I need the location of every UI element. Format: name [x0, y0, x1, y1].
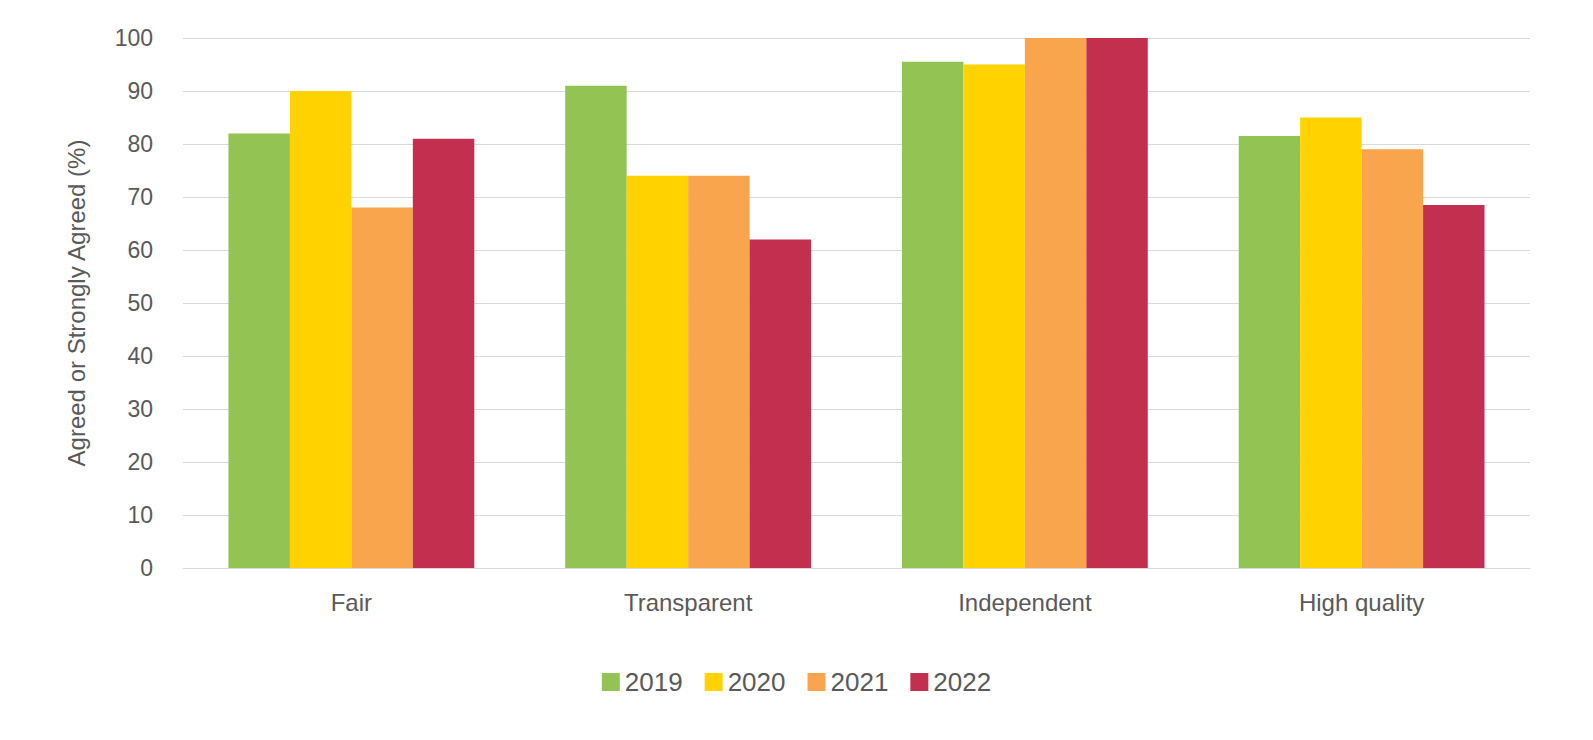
svg-text:Transparent: Transparent	[624, 589, 753, 616]
svg-text:50: 50	[127, 290, 153, 316]
svg-text:80: 80	[127, 131, 153, 157]
svg-text:2020: 2020	[728, 667, 786, 697]
svg-text:60: 60	[127, 237, 153, 263]
svg-text:High quality: High quality	[1299, 589, 1424, 616]
svg-text:30: 30	[127, 396, 153, 422]
svg-text:Independent: Independent	[958, 589, 1092, 616]
svg-text:10: 10	[127, 502, 153, 528]
svg-text:Fair: Fair	[331, 589, 372, 616]
svg-text:2019: 2019	[625, 667, 683, 697]
svg-text:2022: 2022	[933, 667, 991, 697]
svg-text:2021: 2021	[831, 667, 889, 697]
svg-text:40: 40	[127, 343, 153, 369]
svg-text:Agreed or Strongly Agreed (%): Agreed or Strongly Agreed (%)	[63, 140, 90, 467]
svg-text:20: 20	[127, 449, 153, 475]
svg-text:100: 100	[115, 25, 153, 51]
svg-text:70: 70	[127, 184, 153, 210]
svg-text:90: 90	[127, 78, 153, 104]
svg-text:0: 0	[140, 555, 153, 581]
